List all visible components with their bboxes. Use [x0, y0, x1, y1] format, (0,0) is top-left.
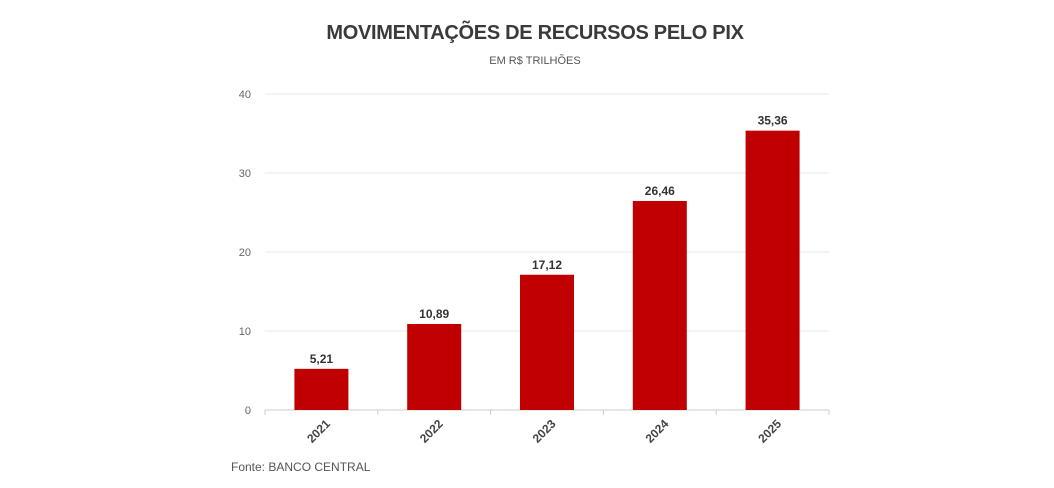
bar — [294, 368, 349, 410]
data-label: 26,46 — [645, 184, 675, 198]
chart-title: MOVIMENTAÇÕES DE RECURSOS PELO PIX — [326, 22, 744, 44]
x-tick-label: 2021 — [304, 417, 333, 446]
y-tick-label: 10 — [239, 326, 251, 338]
bar — [745, 130, 800, 410]
bar — [407, 323, 462, 410]
y-tick-label: 20 — [239, 247, 251, 259]
y-tick-label: 30 — [239, 168, 251, 180]
x-tick-label: 2025 — [755, 417, 784, 446]
y-tick-label: 0 — [245, 405, 251, 417]
source-note: Fonte: BANCO CENTRAL — [231, 460, 371, 474]
data-label: 10,89 — [419, 307, 449, 321]
bar — [520, 274, 574, 410]
y-tick-label: 40 — [239, 89, 251, 101]
chart-subtitle: EM R$ TRILHÕES — [489, 55, 581, 67]
data-label: 5,21 — [310, 352, 334, 366]
x-tick-label: 2022 — [417, 417, 446, 446]
data-label: 35,36 — [758, 114, 788, 128]
data-label: 17,12 — [532, 258, 562, 272]
bar — [632, 200, 687, 410]
x-tick-label: 2024 — [643, 417, 672, 446]
x-tick-label: 2023 — [530, 417, 559, 446]
